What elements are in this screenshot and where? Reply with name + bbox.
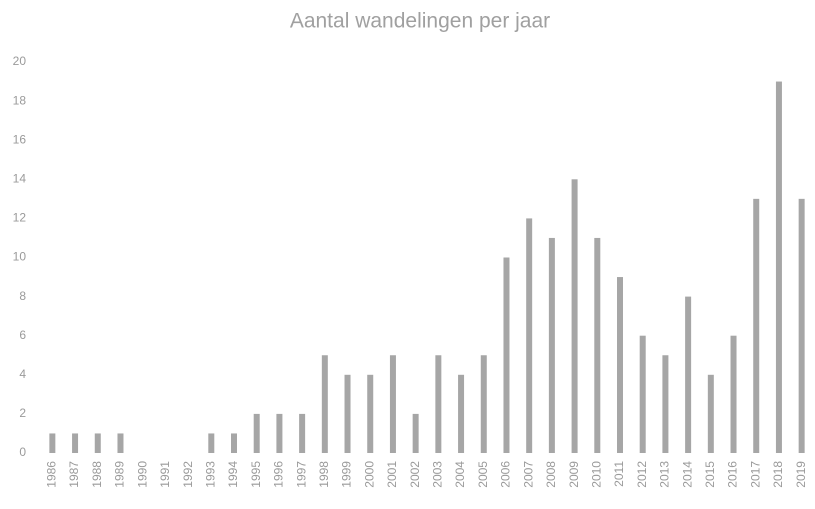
y-tick-label: 20 [13,54,27,68]
x-tick-label: 2016 [726,461,740,488]
x-tick-label: 1989 [113,461,127,488]
bar [775,81,782,454]
y-tick-label: 6 [19,328,26,342]
x-tick-label: 1999 [340,461,354,488]
bar [389,355,396,453]
bar [231,433,237,453]
x-tick-label: 1993 [203,461,217,488]
x-tick-label: 1986 [45,461,59,488]
x-tick-label: 2008 [544,461,558,488]
bar [639,335,646,453]
x-tick-label: 1995 [249,461,263,488]
x-tick-label: 2004 [453,461,467,488]
bar [707,374,714,453]
x-tick-label: 2002 [408,461,422,488]
x-tick-label: 1994 [226,461,240,488]
bar [344,374,351,453]
y-tick-label: 8 [19,289,26,303]
x-tick-label: 2011 [612,461,626,487]
y-tick-label: 0 [19,445,26,459]
y-tick-label: 2 [19,406,26,420]
y-tick-label: 4 [19,367,26,381]
bar [435,355,442,453]
bar [49,433,56,453]
x-tick-label: 1996 [272,461,286,488]
bar [208,433,215,453]
bar [72,433,79,453]
x-tick-label: 2017 [748,461,762,488]
bar [412,413,419,453]
bar [253,413,260,453]
bar [526,218,533,453]
bar [276,413,283,453]
x-tick-label: 2018 [771,461,785,488]
y-tick-label: 10 [13,250,27,264]
x-tick-label: 2010 [589,461,603,488]
bar [299,413,306,453]
bar [458,374,465,453]
bar [594,237,601,453]
bar [662,355,669,453]
bar [730,335,737,453]
chart-title: Aantal wandelingen per jaar [290,10,550,33]
y-tick-label: 18 [13,93,27,107]
bar [480,355,487,453]
x-tick-label: 2001 [385,461,399,488]
x-tick-label: 2014 [680,461,694,488]
y-tick-label: 12 [13,211,27,225]
bar [571,179,578,454]
x-tick-label: 1998 [317,461,331,488]
x-tick-label: 2012 [635,461,649,488]
bar [503,257,510,453]
x-tick-label: 2006 [499,461,513,488]
bar [685,296,692,453]
y-tick-label: 16 [13,132,27,146]
bar [367,374,374,453]
x-tick-label: 1987 [67,461,81,488]
x-tick-label: 2003 [431,461,445,488]
x-tick-label: 1988 [90,461,104,488]
x-tick-label: 1997 [294,461,308,488]
x-tick-label: 2013 [658,461,672,488]
x-tick-label: 1990 [135,461,149,488]
bar [753,198,760,453]
bar [117,433,124,453]
bar [548,237,555,453]
x-tick-label: 2019 [794,461,808,488]
bar [617,277,623,453]
x-tick-label: 1992 [181,461,195,488]
y-tick-label: 14 [13,171,27,185]
x-tick-label: 2015 [703,461,717,488]
x-tick-label: 2007 [521,461,535,488]
bar [321,355,328,453]
x-tick-label: 2000 [362,461,376,488]
bar [94,433,101,453]
bar [798,198,805,453]
x-tick-label: 2005 [476,461,490,488]
x-tick-label: 1991 [158,461,172,488]
x-tick-label: 2009 [567,461,581,488]
